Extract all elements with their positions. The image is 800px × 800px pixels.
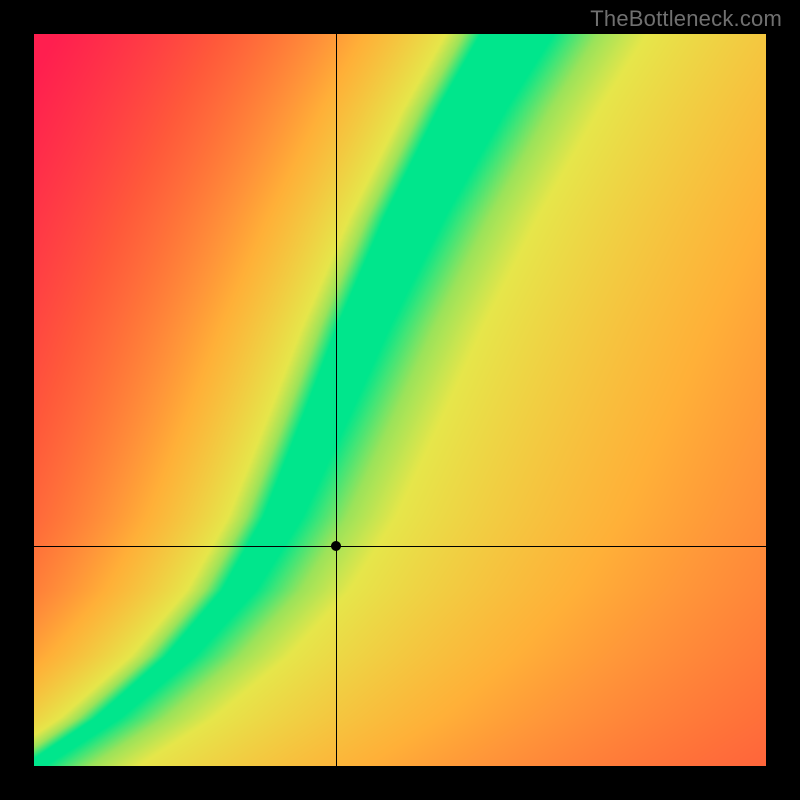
watermark-text: TheBottleneck.com	[590, 6, 782, 32]
heatmap-canvas	[34, 34, 766, 766]
crosshair-horizontal	[34, 546, 766, 547]
crosshair-vertical	[336, 34, 337, 766]
chart-container: TheBottleneck.com	[0, 0, 800, 800]
plot-area	[34, 34, 766, 766]
marker-dot	[331, 541, 341, 551]
